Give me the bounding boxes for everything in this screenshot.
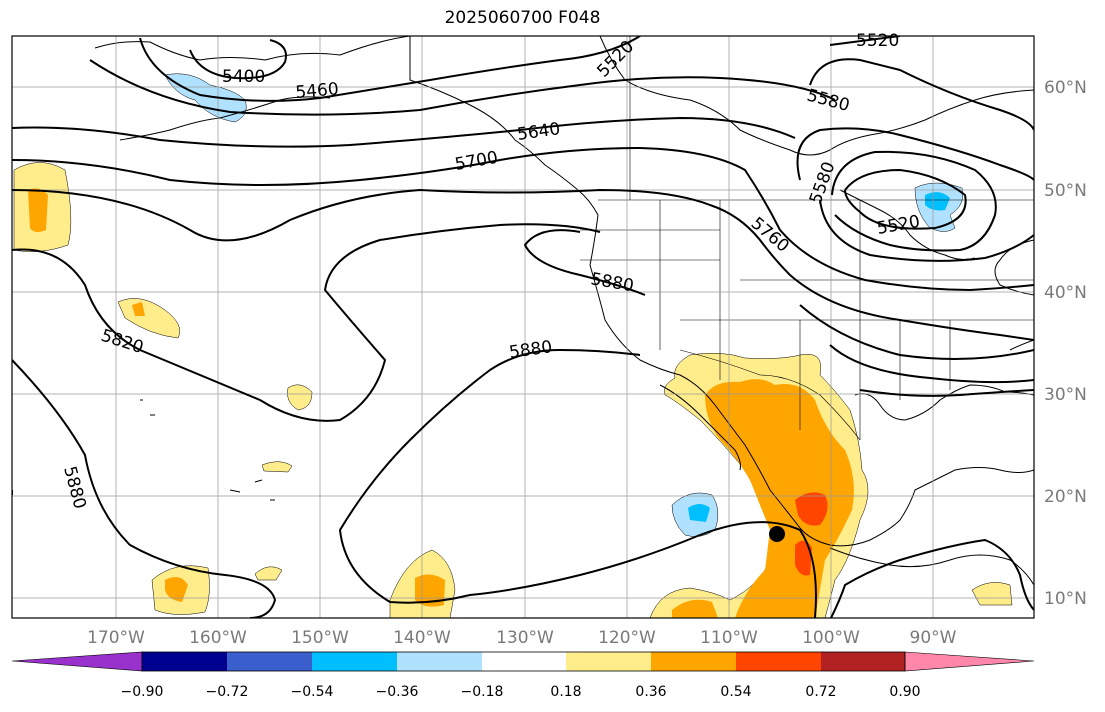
lat-label: 30°N (1044, 385, 1087, 405)
colorbar-tick-label: −0.90 (121, 684, 164, 700)
lat-label: 40°N (1044, 283, 1087, 303)
colorbar-segment (904, 651, 1035, 672)
lat-label: 10°N (1044, 589, 1087, 609)
contour-label: 5640 (516, 119, 562, 145)
latitude-labels: 10°N 20°N 30°N 40°N 50°N 60°N (1044, 78, 1087, 609)
colorbar-tick-label: −0.36 (376, 684, 419, 700)
contour-label: 5520 (856, 31, 899, 51)
lon-label: 90°W (910, 628, 957, 648)
colorbar-segment (227, 652, 312, 671)
contour-label: 5520 (875, 212, 921, 239)
map-title: 2025060700 F048 (444, 8, 601, 28)
colorbar-segment (651, 652, 736, 671)
contour-label: 5880 (59, 464, 90, 511)
lon-label: 110°W (700, 628, 758, 648)
lon-label: 100°W (802, 628, 860, 648)
colorbar-segment (566, 652, 651, 671)
colorbar-tick-label: 0.72 (805, 684, 836, 700)
colorbar-tick-label: 0.36 (635, 684, 666, 700)
colorbar-segment (11, 651, 143, 672)
colorbar-tick-label: −0.18 (461, 684, 504, 700)
contour-label: 5580 (805, 86, 852, 117)
lat-label: 60°N (1044, 78, 1087, 98)
political-borders (580, 36, 1034, 441)
colorbar-segment (312, 652, 397, 671)
contour-label: 5700 (453, 148, 499, 175)
contour-label: 5760 (747, 214, 793, 257)
colorbar-tick-labels: −0.90 −0.72 −0.54 −0.36 −0.18 0.18 0.36 … (121, 684, 921, 700)
colorbar (11, 651, 1035, 672)
location-marker (769, 526, 785, 542)
longitude-labels: 170°W 160°W 150°W 140°W 130°W 120°W 110°… (87, 628, 957, 648)
colorbar-segment (397, 652, 482, 671)
colorbar-tick-label: −0.54 (291, 684, 334, 700)
coastlines (94, 36, 1034, 586)
height-contours (12, 36, 1034, 618)
gridlines (12, 36, 1034, 618)
lon-label: 150°W (291, 628, 349, 648)
lon-label: 120°W (598, 628, 656, 648)
lat-label: 50°N (1044, 181, 1087, 201)
lon-label: 170°W (87, 628, 145, 648)
colorbar-segment (482, 652, 566, 671)
colorbar-segment (142, 652, 227, 671)
lon-label: 160°W (189, 628, 247, 648)
map-frame (11, 35, 1035, 619)
contour-label: 5400 (222, 67, 265, 87)
contour-label: 5820 (98, 326, 145, 358)
contour-label: 5460 (295, 79, 340, 103)
colorbar-tick-label: 0.18 (550, 684, 581, 700)
contour-label: 5520 (593, 37, 638, 82)
colorbar-segment (821, 652, 905, 671)
lat-label: 20°N (1044, 487, 1087, 507)
lon-label: 140°W (393, 628, 451, 648)
colorbar-tick-label: 0.90 (889, 684, 920, 700)
lon-label: 130°W (496, 628, 554, 648)
colorbar-segment (736, 652, 821, 671)
colorbar-tick-label: −0.72 (206, 684, 249, 700)
contour-label: 5880 (508, 337, 554, 363)
colorbar-tick-label: 0.54 (720, 684, 751, 700)
